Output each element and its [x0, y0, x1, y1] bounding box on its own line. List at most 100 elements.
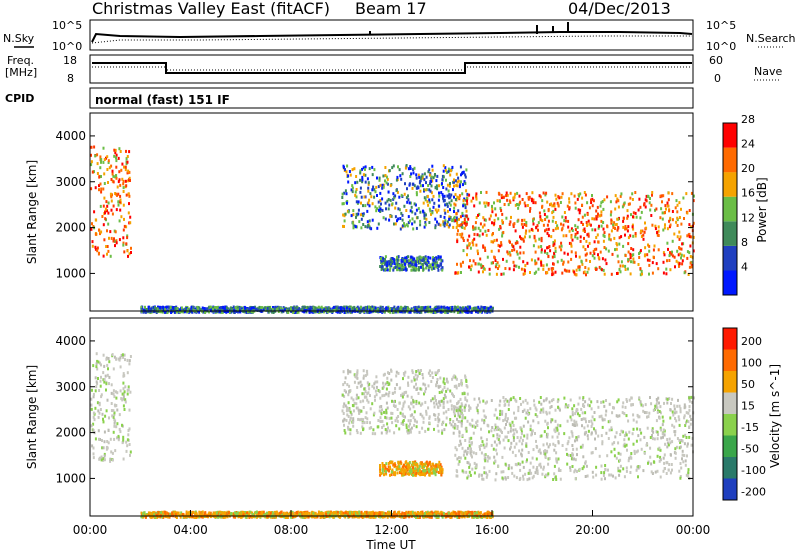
data-cell [122, 203, 125, 207]
data-cell [419, 265, 422, 269]
data-cell [570, 244, 573, 248]
data-cell [409, 175, 412, 178]
data-cell [113, 413, 116, 416]
data-cell [387, 190, 390, 194]
data-cell [430, 399, 433, 403]
data-cell [573, 272, 576, 276]
data-cell [593, 411, 596, 414]
data-cell [394, 464, 397, 467]
data-cell [438, 204, 441, 208]
data-cell [127, 169, 130, 173]
data-cell [494, 259, 497, 262]
data-cell [542, 410, 545, 414]
data-cell [99, 379, 102, 383]
data-cell [442, 169, 445, 173]
data-cell [322, 308, 325, 312]
data-cell [250, 310, 253, 314]
data-cell [438, 194, 441, 198]
data-cell [188, 307, 191, 311]
data-cell [337, 306, 340, 310]
data-cell [108, 360, 111, 364]
data-cell [589, 223, 592, 227]
data-cell [546, 246, 549, 250]
data-cell [352, 409, 355, 413]
data-cell [119, 150, 122, 153]
data-cell [496, 436, 499, 440]
data-cell [392, 164, 395, 168]
data-cell [115, 357, 118, 361]
data-cell [582, 228, 585, 232]
data-cell [101, 215, 104, 218]
data-cell [617, 205, 620, 209]
data-cell [542, 264, 545, 268]
data-cell [536, 466, 539, 469]
data-cell [437, 420, 440, 424]
data-cell [353, 224, 356, 228]
data-cell [202, 310, 205, 314]
data-cell [92, 422, 95, 426]
data-cell [441, 431, 444, 435]
data-cell [628, 202, 631, 206]
data-cell [107, 161, 110, 164]
data-cell [557, 204, 560, 208]
data-cell [105, 245, 108, 248]
data-cell [385, 207, 387, 211]
data-cell [481, 440, 484, 444]
data-cell [406, 307, 409, 311]
data-cell [379, 420, 382, 423]
data-cell [196, 306, 199, 310]
data-cell [502, 221, 504, 224]
data-cell [356, 305, 359, 309]
data-cell [469, 449, 472, 453]
data-cell [356, 372, 359, 376]
data-cell [575, 436, 578, 440]
data-cell [97, 429, 100, 433]
data-cell [485, 201, 488, 205]
data-cell [427, 306, 430, 310]
data-cell [379, 207, 382, 211]
data-cell [668, 463, 671, 466]
data-cell [414, 260, 417, 264]
data-cell [522, 260, 525, 264]
data-cell [458, 460, 461, 464]
data-cell [468, 440, 471, 444]
data-cell [359, 409, 362, 413]
data-cell [631, 253, 634, 257]
data-cell [576, 225, 579, 229]
data-cell [518, 203, 520, 207]
data-cell [117, 156, 120, 160]
data-cell [368, 204, 371, 208]
data-cell [258, 305, 261, 309]
data-cell [435, 467, 438, 471]
data-cell [666, 397, 669, 401]
data-cell [368, 307, 371, 311]
data-cell [649, 446, 652, 450]
data-cell [497, 217, 500, 221]
data-cell [465, 209, 468, 213]
data-cell [373, 195, 376, 199]
data-cell [102, 223, 105, 227]
data-cell [400, 211, 403, 215]
data-cell [560, 258, 563, 262]
data-cell [422, 267, 425, 271]
data-cell [100, 187, 103, 191]
data-cell [471, 424, 474, 428]
data-cell [380, 410, 382, 414]
data-cell [568, 269, 571, 273]
data-cell [413, 378, 416, 382]
data-cell [508, 222, 511, 226]
ytick-label: 1000 [55, 266, 86, 280]
data-cell [102, 446, 105, 450]
data-cell [652, 248, 655, 252]
data-cell [539, 215, 542, 219]
data-cell [548, 443, 551, 447]
data-cell [443, 215, 446, 219]
data-cell [434, 226, 437, 230]
data-cell [488, 267, 491, 271]
data-cell [615, 200, 618, 204]
data-cell [519, 436, 522, 440]
data-cell [688, 399, 691, 403]
data-cell [574, 235, 577, 239]
data-cell [128, 362, 131, 366]
data-cell [122, 395, 125, 399]
